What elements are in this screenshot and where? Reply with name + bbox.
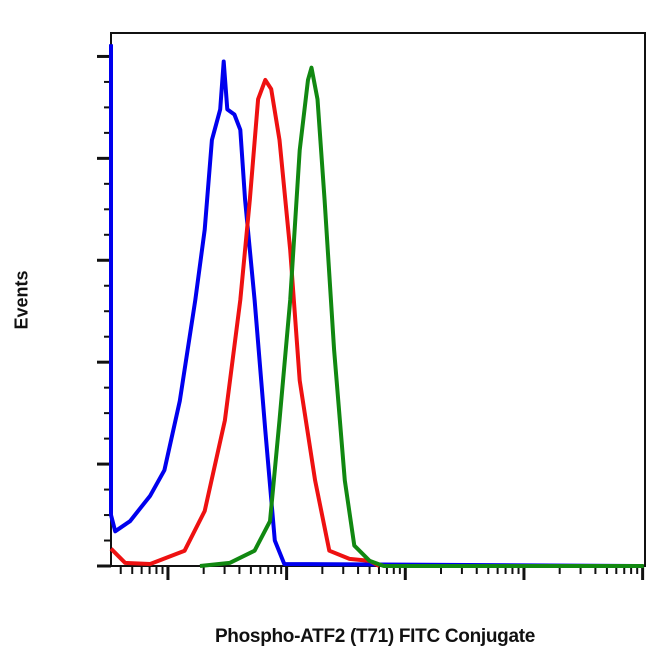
series-line-2 bbox=[109, 77, 381, 568]
y-axis-label: Events bbox=[11, 270, 32, 330]
series-line-3 bbox=[199, 65, 644, 568]
series-line-1 bbox=[109, 44, 640, 568]
plot-frame bbox=[110, 32, 646, 567]
x-axis-label: Phospho-ATF2 (T71) FITC Conjugate bbox=[214, 626, 536, 647]
